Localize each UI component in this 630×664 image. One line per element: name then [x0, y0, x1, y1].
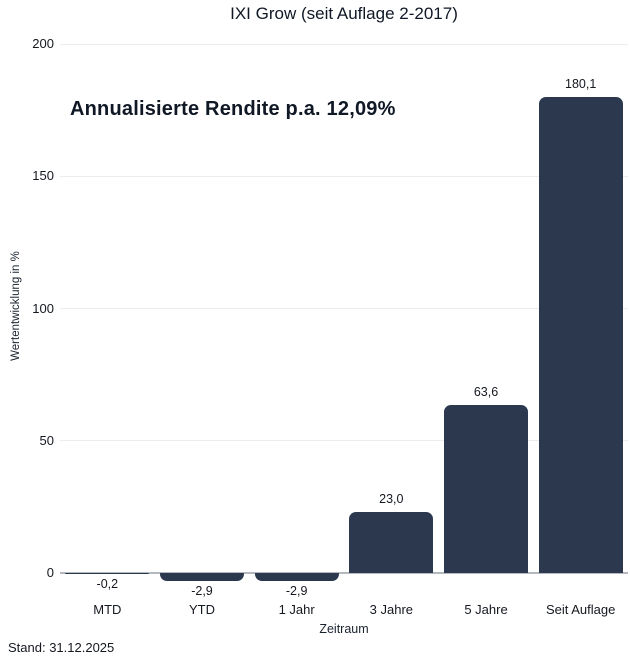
y-tick-label: 150 [32, 168, 54, 184]
as-of-date: Stand: 31.12.2025 [8, 640, 115, 655]
bar-value-label: -0,2 [96, 576, 119, 591]
annualized-return-annotation: Annualisierte Rendite p.a. 12,09% [70, 98, 396, 120]
bar [538, 96, 623, 573]
x-category-label: 5 Jahre [464, 602, 508, 617]
x-category-label: YTD [189, 602, 215, 617]
bar-value-label: -2,9 [285, 583, 308, 598]
x-axis-title: Zeitraum [319, 622, 369, 636]
x-category-label: 3 Jahre [369, 602, 414, 617]
zero-gridline [60, 572, 628, 574]
bar [254, 573, 339, 581]
x-category-label: 1 Jahr [278, 602, 315, 617]
bar-value-label: 180,1 [565, 76, 597, 91]
y-tick-label: 200 [32, 36, 54, 51]
gridline [60, 308, 628, 309]
gridline [60, 440, 628, 442]
x-category-label: Seit Auflage [545, 602, 616, 617]
gridline [60, 175, 628, 177]
bar [349, 512, 434, 573]
bar [65, 573, 150, 574]
bar [160, 573, 244, 581]
bar-value-label: -2,9 [191, 583, 213, 598]
x-category-label: MTD [93, 602, 122, 617]
y-tick-label: 50 [39, 432, 54, 448]
gridline [60, 43, 628, 45]
y-tick-label: 0 [46, 565, 54, 580]
bar-value-label: 23,0 [379, 492, 404, 507]
bar-value-label: 63,6 [473, 384, 499, 399]
bar [444, 404, 528, 573]
chart-title: IXI Grow (seit Auflage 2-2017) [230, 4, 458, 23]
y-tick-label: 100 [32, 300, 54, 316]
